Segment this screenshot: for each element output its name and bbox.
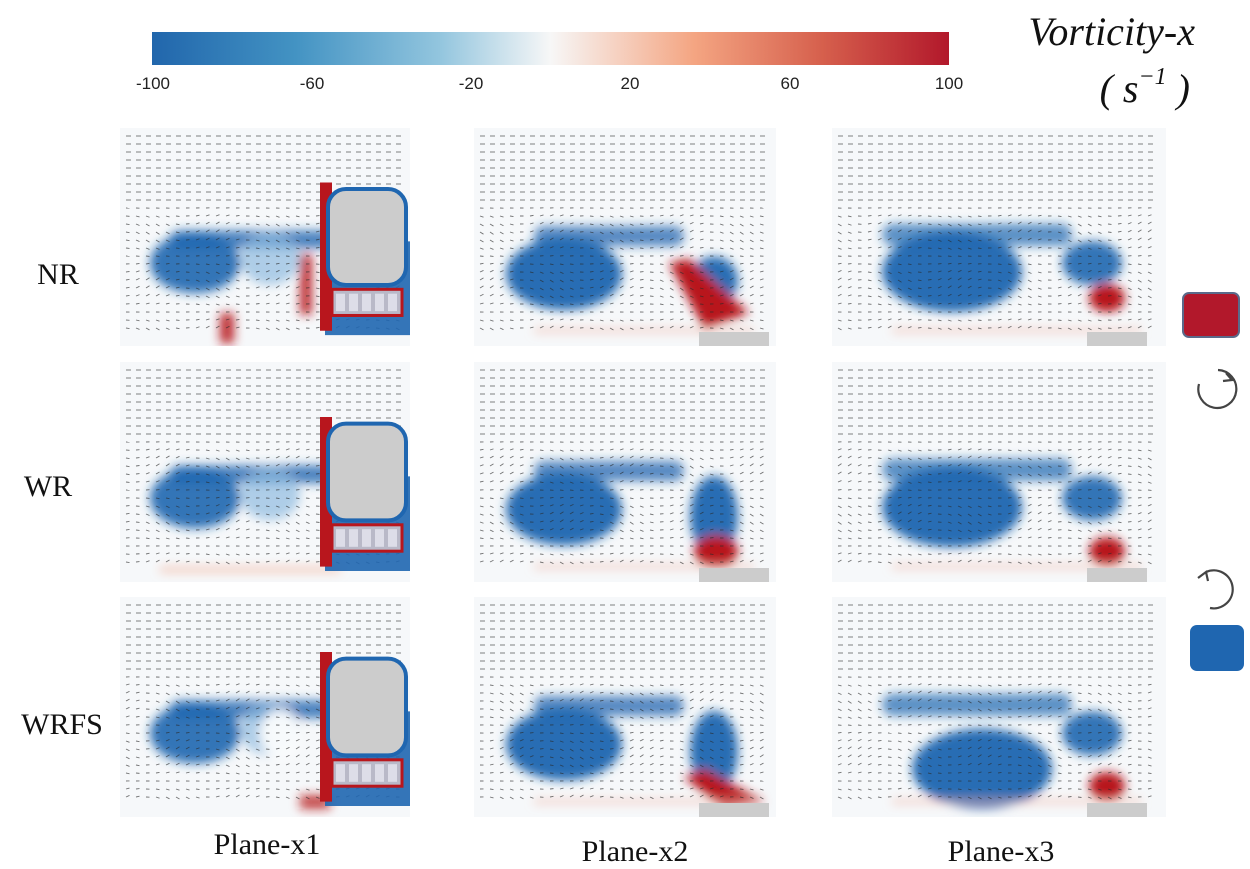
clockwise-rotation-icon [1188,362,1240,414]
colorbar-tick: -100 [136,74,170,94]
panel-wrfs-plane-x3 [832,597,1166,817]
panel-wr-plane-x1 [120,362,410,582]
row-label-wrfs: WRFS [21,708,103,742]
negative-vorticity-swatch [1190,625,1244,671]
colorbar-tick: -60 [300,74,325,94]
colorbar-tick: 60 [781,74,800,94]
panel-nr-plane-x2 [474,128,776,346]
panel-wr-plane-x2 [474,362,776,582]
panel-wr-plane-x3 [832,362,1166,582]
colorbar-tick: 100 [935,74,963,94]
column-label-plane-x3: Plane-x3 [948,835,1055,869]
colorbar-gradient [152,32,949,65]
panel-wrfs-plane-x2 [474,597,776,817]
panel-nr-plane-x1 [120,128,410,346]
positive-vorticity-swatch [1182,292,1240,338]
row-label-wr: WR [24,470,72,504]
row-label-nr: NR [37,258,79,292]
counterclockwise-rotation-icon [1186,562,1240,616]
colorbar-tick: -20 [459,74,484,94]
colorbar-unit: ( s−1 ) [1100,64,1190,112]
column-label-plane-x2: Plane-x2 [582,835,689,869]
column-label-plane-x1: Plane-x1 [214,828,321,862]
panel-nr-plane-x3 [832,128,1166,346]
panel-wrfs-plane-x1 [120,597,410,817]
colorbar-title: Vorticity-x [1028,8,1195,55]
colorbar-tick: 20 [621,74,640,94]
